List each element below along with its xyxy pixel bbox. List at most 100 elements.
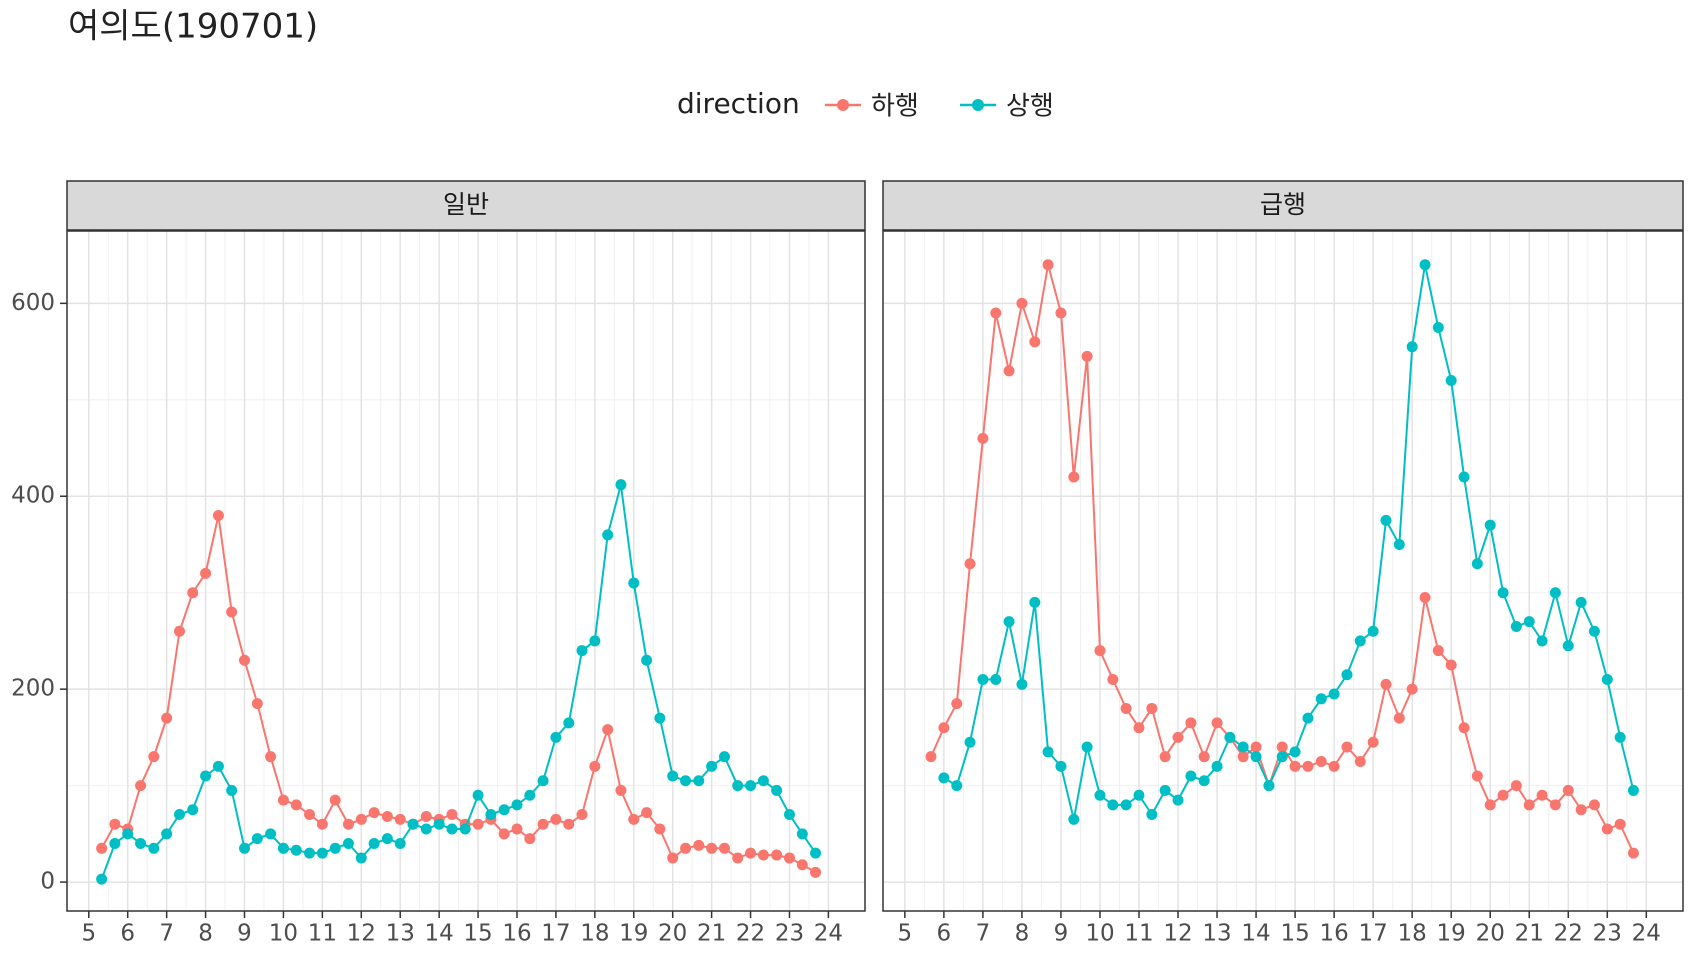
- data-point: [420, 823, 432, 835]
- x-tick-label: 14: [424, 921, 453, 947]
- data-point: [1315, 755, 1327, 767]
- data-point: [226, 606, 238, 618]
- data-point: [641, 654, 653, 666]
- data-point: [667, 852, 679, 864]
- data-point: [1523, 799, 1535, 811]
- data-point: [1380, 678, 1392, 690]
- data-point: [732, 852, 744, 864]
- data-point: [355, 852, 367, 864]
- data-point: [1016, 678, 1028, 690]
- y-tick-label: 200: [11, 676, 55, 702]
- data-point: [187, 804, 199, 816]
- data-point: [96, 873, 108, 885]
- data-point: [667, 770, 679, 782]
- data-point: [226, 784, 238, 796]
- data-point: [1029, 336, 1041, 348]
- data-point: [1601, 823, 1613, 835]
- data-point: [1549, 587, 1561, 599]
- data-point: [109, 837, 121, 849]
- legend-key-point: [837, 99, 849, 111]
- data-point: [1458, 722, 1470, 734]
- data-point: [135, 780, 147, 792]
- data-point: [771, 784, 783, 796]
- data-point: [511, 799, 523, 811]
- data-point: [1198, 775, 1210, 787]
- data-point: [1276, 751, 1288, 763]
- data-point: [472, 818, 484, 830]
- data-point: [524, 833, 536, 845]
- data-point: [1341, 669, 1353, 681]
- x-tick-label: 20: [658, 921, 687, 947]
- data-point: [680, 775, 692, 787]
- data-point: [1588, 799, 1600, 811]
- x-tick-label: 15: [1280, 921, 1309, 947]
- data-point: [433, 818, 445, 830]
- legend-title: direction: [677, 87, 800, 120]
- data-point: [1510, 780, 1522, 792]
- data-point: [1237, 751, 1249, 763]
- data-point: [1172, 731, 1184, 743]
- data-point: [745, 847, 757, 859]
- data-point: [1042, 259, 1054, 271]
- data-point: [173, 809, 185, 821]
- data-point: [1510, 620, 1522, 632]
- data-point: [615, 784, 627, 796]
- data-point: [680, 842, 692, 854]
- x-tick-label: 7: [159, 921, 174, 947]
- data-point: [1523, 616, 1535, 628]
- data-point: [200, 567, 212, 579]
- panel-border: [882, 230, 1684, 912]
- data-point: [407, 818, 419, 830]
- data-point: [1185, 717, 1197, 729]
- data-point: [706, 760, 718, 772]
- data-point: [420, 810, 432, 822]
- x-tick-label: 10: [269, 921, 298, 947]
- data-point: [381, 833, 393, 845]
- data-point: [1367, 736, 1379, 748]
- facet-strip: [882, 180, 1684, 231]
- data-point: [277, 794, 289, 806]
- data-point: [316, 847, 328, 859]
- x-tick-label: 6: [120, 921, 135, 947]
- data-point: [1601, 674, 1613, 686]
- data-point: [990, 674, 1002, 686]
- data-point: [951, 698, 963, 710]
- data-point: [368, 807, 380, 819]
- data-point: [394, 837, 406, 849]
- data-point: [706, 842, 718, 854]
- data-point: [1302, 712, 1314, 724]
- x-tick-label: 18: [1398, 921, 1427, 947]
- x-tick-label: 13: [1202, 921, 1231, 947]
- data-point: [381, 810, 393, 822]
- data-point: [1484, 799, 1496, 811]
- data-point: [1341, 741, 1353, 753]
- data-point: [615, 479, 627, 491]
- x-tick-label: 5: [81, 921, 96, 947]
- x-tick-label: 21: [1515, 921, 1544, 947]
- x-tick-label: 17: [541, 921, 570, 947]
- data-point: [1549, 799, 1561, 811]
- data-point: [1575, 804, 1587, 816]
- data-point: [96, 842, 108, 854]
- data-point: [265, 828, 277, 840]
- x-tick-label: 24: [814, 921, 843, 947]
- data-point: [498, 804, 510, 816]
- panel-border: [66, 230, 866, 912]
- data-point: [304, 847, 316, 859]
- data-point: [654, 712, 666, 724]
- data-point: [1445, 659, 1457, 671]
- data-point: [628, 577, 640, 589]
- x-tick-label: 12: [1163, 921, 1192, 947]
- data-point: [1094, 789, 1106, 801]
- data-point: [304, 809, 316, 821]
- data-point: [938, 772, 950, 784]
- data-point: [964, 558, 976, 570]
- data-point: [1354, 755, 1366, 767]
- data-point: [1133, 722, 1145, 734]
- data-point: [810, 866, 822, 878]
- data-point: [1120, 702, 1132, 714]
- data-point: [1471, 558, 1483, 570]
- data-point: [1354, 635, 1366, 647]
- data-point: [1575, 596, 1587, 608]
